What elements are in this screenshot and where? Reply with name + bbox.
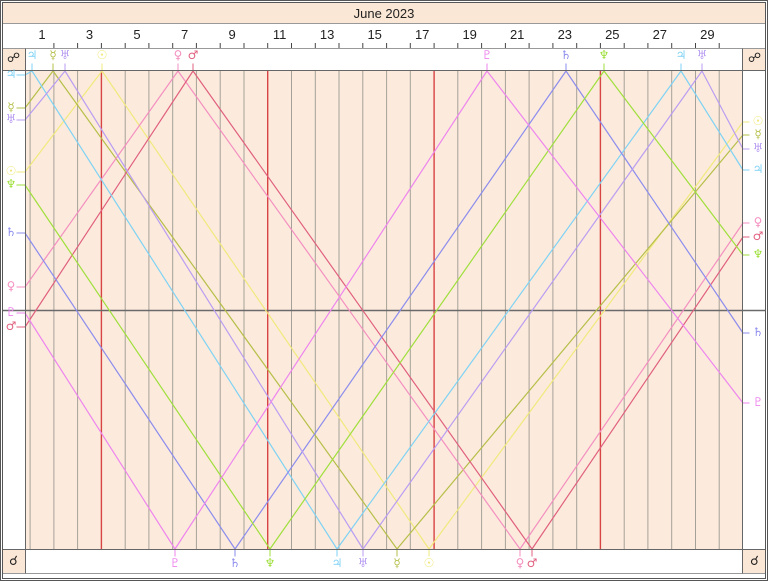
uranus-glyph-right-icon: ♅ — [752, 141, 764, 155]
day-label-23: 23 — [557, 27, 573, 42]
venus-glyph-left-icon: ♀ — [6, 279, 16, 293]
neptune-glyph-right-icon: ♆ — [752, 247, 764, 261]
sun-glyph-bottom-icon: ☉ — [423, 556, 435, 570]
ephemeris-line-sun — [24, 70, 744, 550]
day-label-17: 17 — [414, 27, 430, 42]
day-label-25: 25 — [605, 27, 620, 42]
ephemeris-line-mercury — [24, 70, 744, 550]
neptune-glyph-bottom-icon: ♆ — [264, 556, 276, 570]
day-label-21: 21 — [509, 27, 525, 42]
venus-glyph-right-icon: ♀ — [753, 215, 763, 229]
mercury-glyph-bottom-icon: ☿ — [393, 556, 401, 570]
title-bar-bg — [3, 3, 765, 23]
day-label-19: 19 — [462, 27, 477, 42]
jupiter-glyph-right-icon: ♃ — [752, 162, 764, 176]
ephemeris-line-neptune — [24, 70, 744, 550]
day-label-3: 3 — [85, 27, 94, 42]
uranus-glyph-bottom-icon: ♅ — [357, 556, 369, 570]
mars-glyph-bottom-icon: ♂ — [526, 556, 538, 570]
day-label-1: 1 — [38, 27, 46, 42]
venus-glyph-top-icon: ♀ — [173, 48, 183, 62]
mars-glyph-right-icon: ♂ — [752, 229, 764, 243]
day-label-5: 5 — [133, 27, 141, 42]
jupiter-glyph-left-icon: ♃ — [5, 67, 17, 81]
opposition-icon-top-right: ☍ — [747, 51, 762, 66]
ephemeris-line-saturn — [24, 70, 744, 550]
sun-glyph-top-icon: ☉ — [96, 48, 108, 62]
sun-glyph-left-icon: ☉ — [5, 164, 17, 178]
mercury-glyph-right-icon: ☿ — [754, 127, 762, 141]
mercury-glyph-left-icon: ☿ — [7, 100, 15, 114]
pluto-glyph-right-icon: ♇ — [752, 395, 764, 409]
ephemeris-line-mars — [24, 70, 744, 550]
uranus-glyph-top-icon: ♅ — [696, 48, 708, 62]
mars-glyph-left-icon: ♂ — [5, 319, 17, 333]
saturn-glyph-bottom-icon: ♄ — [229, 556, 241, 570]
mars-glyph-top-icon: ♂ — [187, 48, 199, 62]
conjunction-icon-bottom-left: ☌ — [9, 554, 18, 569]
mercury-glyph-top-icon: ☿ — [49, 48, 57, 62]
pluto-glyph-top-icon: ♇ — [481, 48, 493, 62]
month-title: June 2023 — [353, 5, 415, 21]
corner-bg-bottom-left — [3, 550, 25, 573]
saturn-glyph-left-icon: ♄ — [5, 225, 17, 239]
corner-bg-top-left — [3, 48, 25, 70]
venus-glyph-bottom-icon: ♀ — [515, 556, 525, 570]
corner-bg-top-right — [743, 48, 765, 70]
ephemeris-line-pluto — [24, 70, 744, 550]
corner-bg-bottom-right — [743, 550, 765, 573]
neptune-glyph-left-icon: ♆ — [5, 177, 17, 191]
uranus-glyph-top-icon: ♅ — [59, 48, 71, 62]
pluto-glyph-bottom-icon: ♇ — [169, 556, 181, 570]
sun-glyph-right-icon: ☉ — [752, 114, 764, 128]
day-label-11: 11 — [272, 27, 287, 42]
jupiter-glyph-bottom-icon: ♃ — [331, 556, 343, 570]
day-label-29: 29 — [700, 27, 715, 42]
pluto-glyph-left-icon: ♇ — [5, 305, 17, 319]
uranus-glyph-left-icon: ♅ — [5, 112, 17, 126]
day-label-13: 13 — [319, 27, 335, 42]
saturn-glyph-top-icon: ♄ — [560, 48, 572, 62]
opposition-icon-top-left: ☍ — [6, 51, 21, 66]
day-label-15: 15 — [367, 27, 382, 42]
day-label-27: 27 — [652, 27, 668, 42]
neptune-glyph-top-icon: ♆ — [598, 48, 610, 62]
jupiter-glyph-top-icon: ♃ — [675, 48, 687, 62]
day-label-7: 7 — [180, 27, 189, 42]
conjunction-icon-bottom-right: ☌ — [750, 554, 759, 569]
saturn-glyph-right-icon: ♄ — [752, 325, 764, 339]
jupiter-glyph-top-icon: ♃ — [26, 48, 38, 62]
day-label-9: 9 — [228, 27, 236, 42]
